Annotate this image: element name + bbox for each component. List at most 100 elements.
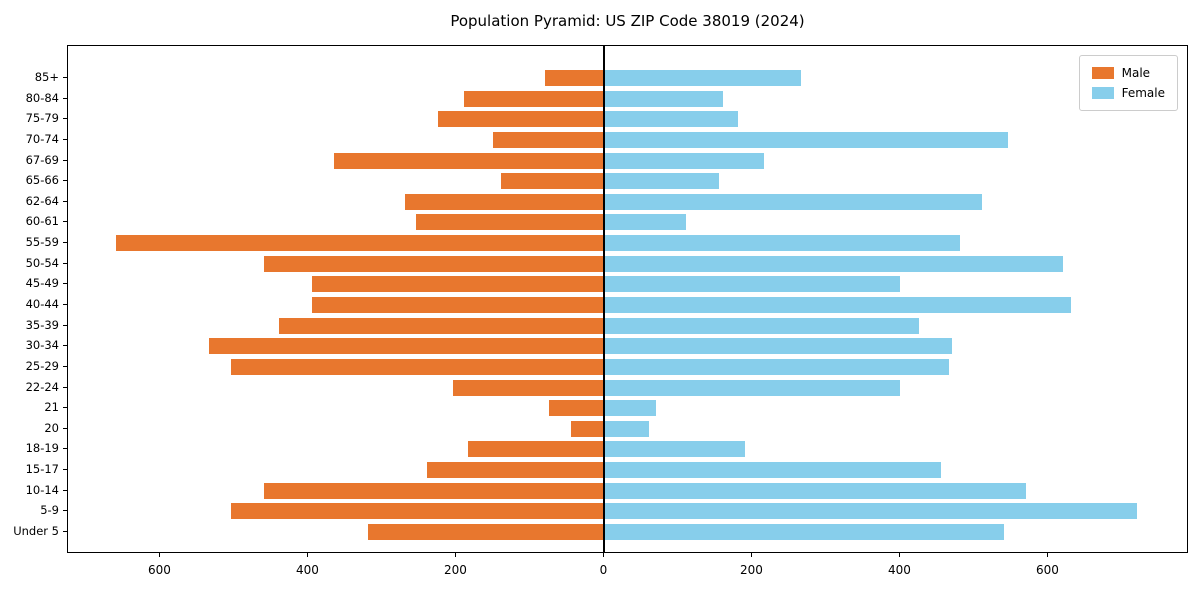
male-bar	[264, 255, 605, 272]
female-bar	[604, 111, 738, 128]
y-tick-label: 67-69	[25, 152, 59, 167]
y-tick-label: 20	[44, 420, 59, 435]
y-tick-mark	[63, 138, 67, 140]
y-tick-mark	[63, 469, 67, 471]
legend-label-female: Female	[1121, 86, 1165, 100]
y-tick-mark	[63, 448, 67, 450]
x-tick-label: 400	[887, 563, 911, 577]
female-bar	[604, 379, 901, 396]
y-tick-mark	[63, 262, 67, 264]
y-tick-mark	[63, 283, 67, 285]
y-tick-mark	[63, 407, 67, 409]
male-bar	[415, 214, 605, 231]
female-bar	[604, 420, 649, 437]
y-tick-label: 60-61	[25, 214, 59, 229]
y-tick-mark	[63, 118, 67, 120]
x-tick-label: 400	[296, 563, 319, 577]
male-bar	[452, 379, 605, 396]
female-bar	[604, 276, 901, 293]
y-tick-mark	[63, 159, 67, 161]
male-bar	[548, 400, 605, 417]
y-tick-label: 62-64	[25, 193, 59, 208]
x-tick-mark	[159, 553, 161, 557]
male-bar	[312, 276, 605, 293]
y-tick-label: 30-34	[25, 338, 59, 353]
y-tick-mark	[63, 365, 67, 367]
female-bar	[604, 400, 657, 417]
male-bar	[208, 338, 605, 355]
female-bar	[604, 482, 1027, 499]
x-tick-mark	[307, 553, 309, 557]
female-bar	[604, 235, 960, 252]
y-tick-mark	[63, 427, 67, 429]
female-bar	[604, 255, 1064, 272]
male-color-swatch	[1091, 67, 1114, 79]
female-bar	[604, 462, 942, 479]
y-tick-label: 45-49	[25, 276, 59, 291]
plot-area: Male Female	[67, 45, 1188, 553]
male-bar	[467, 441, 605, 458]
y-tick-mark	[63, 531, 67, 532]
legend: Male Female	[1078, 55, 1178, 111]
male-bar	[437, 111, 605, 128]
legend-label-male: Male	[1121, 66, 1151, 80]
female-bar	[604, 441, 746, 458]
y-tick-mark	[63, 242, 67, 244]
y-tick-mark	[63, 324, 67, 326]
y-tick-label: 22-24	[25, 379, 59, 394]
x-tick-label: 600	[148, 563, 171, 577]
male-bar	[230, 503, 605, 520]
male-bar	[278, 317, 605, 334]
female-color-swatch	[1091, 87, 1114, 99]
y-tick-mark	[63, 200, 67, 202]
y-tick-label: 75-79	[25, 111, 59, 126]
y-tick-label: 5-9	[40, 503, 59, 518]
x-tick-label: 0	[599, 563, 608, 577]
y-tick-label: Under 5	[13, 524, 59, 538]
legend-item-female: Female	[1090, 83, 1167, 103]
female-bar	[604, 358, 949, 375]
y-tick-mark	[63, 180, 67, 182]
y-tick-label: 40-44	[25, 297, 59, 311]
male-bar	[264, 482, 605, 499]
female-bar	[604, 152, 764, 169]
y-tick-mark	[63, 221, 67, 223]
female-bar	[604, 173, 720, 190]
male-bar	[463, 90, 605, 107]
female-bar	[604, 524, 1004, 540]
x-tick-mark	[751, 553, 753, 557]
x-tick-mark	[1047, 553, 1049, 557]
zero-axis-line	[603, 46, 606, 552]
y-tick-label: 80-84	[25, 90, 59, 105]
male-bar	[230, 358, 605, 375]
y-tick-label: 70-74	[25, 131, 59, 146]
female-bar	[604, 131, 1008, 148]
y-tick-label: 85+	[34, 70, 59, 84]
male-bar	[426, 462, 605, 479]
chart-title: Population Pyramid: US ZIP Code 38019 (2…	[450, 12, 805, 30]
female-bar	[604, 214, 686, 231]
y-tick-mark	[63, 97, 67, 99]
legend-item-male: Male	[1090, 63, 1167, 83]
x-tick-mark	[455, 553, 457, 557]
male-bar	[493, 131, 605, 148]
y-tick-label: 21	[44, 400, 59, 415]
male-bar	[500, 173, 605, 190]
male-bar	[404, 193, 605, 210]
male-bar	[571, 420, 605, 437]
x-tick-mark	[603, 553, 605, 557]
y-tick-label: 15-17	[25, 462, 59, 477]
y-tick-label: 35-39	[25, 317, 59, 332]
male-bar	[545, 70, 605, 86]
female-bar	[604, 193, 982, 210]
y-tick-mark	[63, 77, 67, 78]
male-bar	[312, 297, 605, 313]
y-tick-mark	[63, 489, 67, 491]
y-tick-mark	[63, 345, 67, 347]
female-bar	[604, 297, 1071, 313]
y-tick-label: 65-66	[25, 173, 59, 188]
x-tick-mark	[899, 553, 901, 557]
male-bar	[367, 524, 605, 540]
female-bar	[604, 338, 953, 355]
